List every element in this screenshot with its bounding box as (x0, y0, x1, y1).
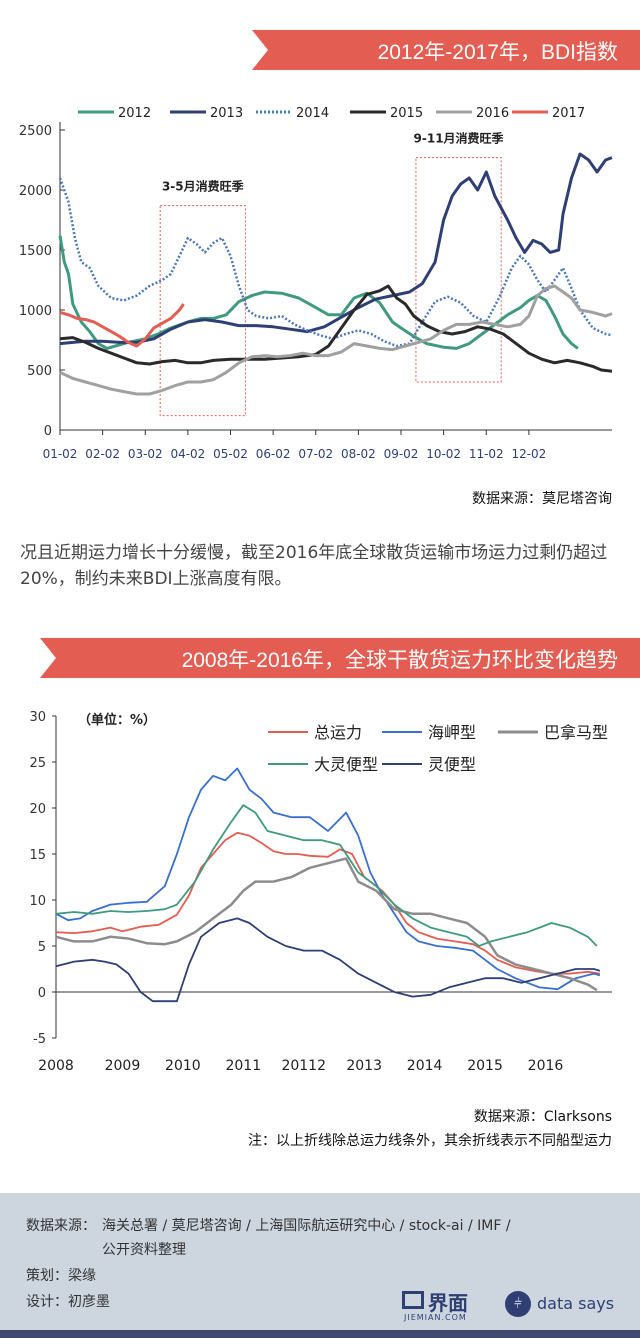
x-tick-label: 2010 (165, 1058, 201, 1074)
banner-shape (40, 638, 640, 678)
legend-label-2014: 2014 (296, 106, 329, 121)
x-tick-label: 2016 (528, 1058, 564, 1074)
legend-label-大灵便型: 大灵便型 (314, 755, 378, 774)
datasays-logo-text: data says (537, 1294, 615, 1313)
section2-title: 2008年-2016年，全球干散货运力环比变化趋势 (181, 649, 618, 672)
y-tick-label: 10 (29, 894, 46, 909)
legend-label-2017: 2017 (552, 106, 585, 121)
x-tick-label: 2015 (467, 1058, 503, 1074)
paragraph-text: 况且近期运力增长十分缓慢，截至2016年底全球散货运输市场运力过剩仍超过20%，… (20, 543, 608, 589)
footer: 数据来源： 海关总署 / 莫尼塔咨询 / 上海国际航运研究中心 / stock-… (0, 1193, 640, 1338)
jiemian-logo-sub: JIEMIAN.COM (404, 1313, 467, 1322)
annotation-box (415, 157, 502, 383)
x-tick-label: 05-02 (213, 447, 248, 461)
y-tick-label: 500 (27, 364, 52, 379)
x-tick-label: 10-02 (426, 447, 461, 461)
footer-designer: 设计：初彦墨 (26, 1294, 110, 1310)
footer-sources-label: 数据来源： (26, 1218, 96, 1234)
y-tick-label: 0 (38, 986, 46, 1001)
legend-label-2015: 2015 (390, 106, 423, 121)
x-tick-label: 11-02 (469, 447, 504, 461)
y-tick-label: 5 (38, 940, 46, 955)
y-tick-label: 20 (29, 802, 46, 817)
footer-sources-line2: 公开资料整理 (102, 1242, 186, 1258)
x-tick-label: 2011 (225, 1058, 261, 1074)
series-line-2017 (59, 303, 185, 348)
legend-label-2013: 2013 (210, 106, 243, 121)
y-tick-label: 2000 (19, 184, 52, 199)
series-line-2016 (59, 284, 613, 396)
legend-label-灵便型: 灵便型 (428, 755, 476, 774)
footer-planner: 策划：梁缘 (26, 1268, 96, 1284)
footer-sources-line1: 海关总署 / 莫尼塔咨询 / 上海国际航运研究中心 / stock-ai / I… (102, 1218, 511, 1234)
y-tick-label: 15 (29, 848, 46, 863)
y-tick-label: -5 (33, 1032, 46, 1047)
y-tick-label: 30 (29, 710, 46, 725)
x-tick-label: 08-02 (341, 447, 376, 461)
legend-label-2016: 2016 (476, 106, 509, 121)
section1-title: 2012年-2017年，BDI指数 (377, 41, 618, 64)
footer-bar (0, 1330, 640, 1338)
y-tick-label: 1500 (19, 244, 52, 259)
x-tick-label: 09-02 (384, 447, 419, 461)
series-line-海岬型 (55, 767, 601, 991)
series-line-大灵便型 (55, 804, 598, 947)
x-tick-label: 20112 (281, 1058, 326, 1074)
jiemian-logo-text: 界面 (428, 1291, 468, 1315)
series-line-2014 (58, 177, 613, 348)
x-tick-label: 2008 (38, 1058, 74, 1074)
jiemian-logo[interactable]: 界面 JIEMIAN.COM (402, 1287, 492, 1323)
series-line-总运力 (55, 831, 601, 975)
annotation-label: 3-5月消费旺季 (162, 179, 245, 194)
x-tick-label: 2014 (407, 1058, 443, 1074)
x-tick-label: 03-02 (128, 447, 163, 461)
bdi-source: 数据来源：莫尼塔咨询 (472, 491, 612, 507)
x-tick-label: 01-02 (43, 447, 78, 461)
capacity-source: 数据来源：Clarksons (473, 1109, 612, 1125)
capacity-note: 注：以上折线除总运力线条外，其余折线表示不同船型运力 (248, 1133, 612, 1149)
x-tick-label: 2013 (346, 1058, 382, 1074)
legend-label-2012: 2012 (118, 106, 151, 121)
bdi-chart: 0 500 1000 1500 2000 2500 01-02 02-02 03-02 04-02… (19, 106, 613, 461)
series-line-2012 (58, 235, 579, 350)
annotation-box (159, 205, 246, 417)
x-tick-label: 07-02 (298, 447, 333, 461)
jiemian-logo-icon (402, 1291, 424, 1309)
section2-banner: 2008年-2016年，全球干散货运力环比变化趋势 (0, 638, 640, 678)
x-tick-label: 2009 (105, 1058, 141, 1074)
y-tick-label: 2500 (19, 124, 52, 139)
legend-label-海岬型: 海岬型 (428, 723, 476, 742)
x-tick-label: 06-02 (256, 447, 291, 461)
legend-label-巴拿马型: 巴拿马型 (544, 723, 608, 742)
y-tick-label: 1000 (19, 304, 52, 319)
series-line-2013 (59, 152, 613, 346)
capacity-chart: -5 0 5 10 15 20 25 30 2008 2009 2010 2011 20112 2013 2… (29, 710, 612, 1074)
unit-label: （单位：%） (78, 712, 156, 728)
annotation-label: 9-11月消费旺季 (414, 131, 505, 146)
series-line-灵便型 (55, 917, 601, 1003)
datasays-logo-icon: ⫩ (505, 1291, 531, 1317)
banner-shape (252, 30, 640, 70)
section1-banner: 2012年-2017年，BDI指数 (0, 30, 640, 70)
legend-label-总运力: 总运力 (314, 723, 362, 742)
series-line-巴拿马型 (55, 857, 598, 992)
y-tick-label: 25 (29, 756, 46, 771)
series-line-2015 (59, 284, 613, 373)
x-tick-label: 04-02 (170, 447, 205, 461)
y-tick-label: 0 (44, 424, 52, 439)
x-tick-label: 12-02 (511, 447, 546, 461)
datasays-logo[interactable]: ⫩ data says (505, 1291, 625, 1323)
x-tick-label: 02-02 (85, 447, 120, 461)
